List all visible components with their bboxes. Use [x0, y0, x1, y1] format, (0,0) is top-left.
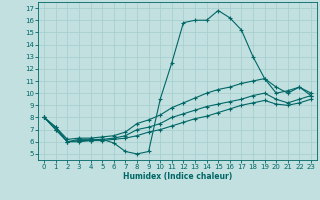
X-axis label: Humidex (Indice chaleur): Humidex (Indice chaleur) [123, 172, 232, 181]
